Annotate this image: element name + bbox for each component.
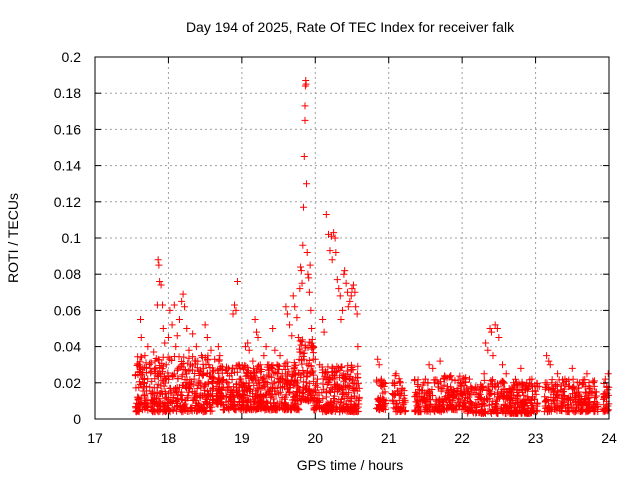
y-tick-label: 0.18 [54,85,81,101]
y-tick-label: 0.1 [62,230,82,246]
y-tick-label: 0.04 [54,339,81,355]
x-tick-label: 24 [601,430,617,446]
y-tick-label: 0.02 [54,375,81,391]
x-tick-label: 23 [528,430,544,446]
y-tick-label: 0.2 [62,49,82,65]
y-axis-label: ROTI / TECUs [5,193,21,283]
y-tick-label: 0.08 [54,266,81,282]
x-tick-label: 18 [161,430,177,446]
x-tick-label: 20 [307,430,323,446]
chart-title: Day 194 of 2025, Rate Of TEC Index for r… [186,19,515,35]
y-tick-label: 0 [73,411,81,427]
y-tick-label: 0.14 [54,158,81,174]
x-tick-label: 21 [381,430,397,446]
x-tick-label: 22 [454,430,470,446]
x-axis-label: GPS time / hours [297,457,404,473]
x-tick-label: 17 [87,430,103,446]
y-tick-label: 0.06 [54,302,81,318]
y-tick-label: 0.16 [54,121,81,137]
y-tick-label: 0.12 [54,194,81,210]
x-tick-label: 19 [234,430,250,446]
